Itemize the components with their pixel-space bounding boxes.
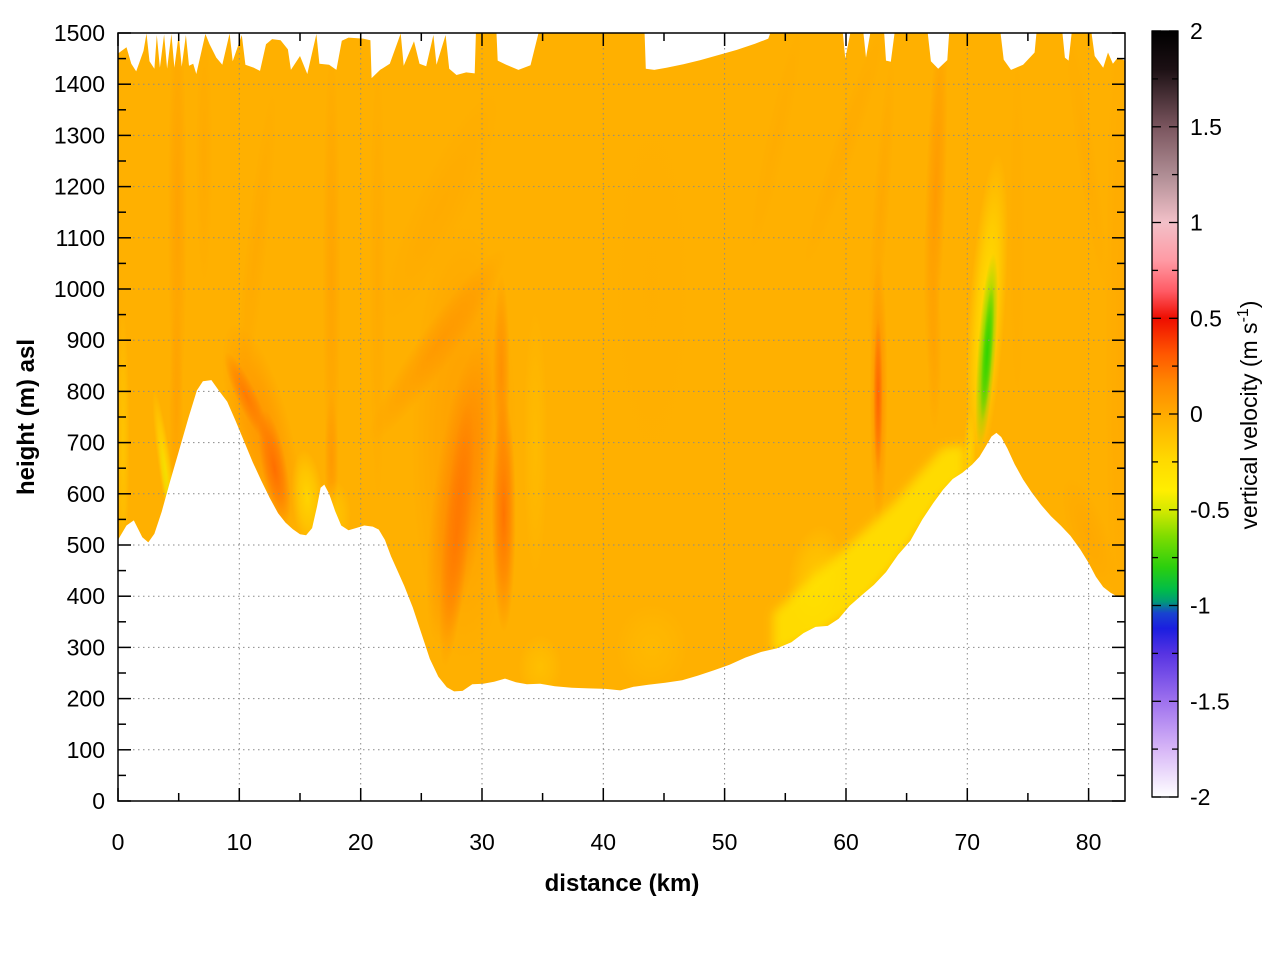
velocity-anomaly — [801, 33, 888, 273]
velocity-anomaly — [603, 74, 701, 504]
velocity-anomaly — [927, 268, 942, 433]
velocity-anomaly — [322, 38, 341, 520]
y-tick-label: 0 — [92, 788, 105, 814]
velocity-anomaly — [492, 273, 510, 469]
x-tick-label: 30 — [469, 829, 495, 855]
colorbar-tick-label: -1 — [1190, 593, 1210, 619]
colorbar-tick-label: -2 — [1190, 784, 1210, 810]
colorbar-tick-label: 0.5 — [1190, 305, 1222, 331]
y-tick-label: 1500 — [54, 20, 105, 46]
velocity-anomaly — [1060, 476, 1117, 593]
velocity-anomaly — [438, 402, 475, 668]
x-tick-label: 80 — [1076, 829, 1102, 855]
surface-yellow-band — [773, 445, 965, 655]
velocity-anomaly — [258, 410, 291, 527]
velocity-anomaly — [224, 352, 270, 441]
velocity-anomaly — [980, 284, 995, 422]
velocity-anomaly — [747, 33, 804, 261]
x-tick-label: 0 — [112, 829, 125, 855]
x-tick-label: 60 — [833, 829, 859, 855]
colorbar-tick-label: -1.5 — [1190, 688, 1230, 714]
y-tick-label: 1000 — [54, 276, 105, 302]
velocity-anomaly — [923, 33, 948, 371]
x-tick-label: 50 — [712, 829, 738, 855]
x-axis-tick-labels: 0 10 20 30 40 50 60 70 80 — [112, 829, 1102, 855]
y-tick-label: 800 — [67, 378, 105, 404]
colorbar-title-post: ) — [1235, 300, 1262, 309]
model-top-mask — [118, 33, 1125, 79]
colorbar-title-sup: -1 — [1235, 308, 1253, 323]
y-tick-label: 600 — [67, 481, 105, 507]
y-tick-label: 500 — [67, 532, 105, 558]
y-tick-label: 700 — [67, 430, 105, 456]
velocity-anomaly — [1008, 33, 1026, 423]
colorbar-title-pre: vertical velocity (m s — [1235, 322, 1262, 530]
velocity-anomaly — [518, 635, 562, 699]
velocity-anomaly — [369, 43, 387, 515]
colorbar-tick-label: -0.5 — [1190, 497, 1230, 523]
colorbar-tick-label: 2 — [1190, 18, 1203, 44]
y-axis-title: height (m) asl — [13, 338, 40, 496]
x-axis-title: distance (km) — [544, 870, 700, 897]
y-tick-label: 100 — [67, 737, 105, 763]
y-tick-label: 200 — [67, 686, 105, 712]
velocity-field — [118, 33, 1125, 801]
terrain-mask — [118, 380, 1125, 801]
velocity-anomaly — [195, 33, 213, 289]
y-axis-tick-labels: 0 100 200 300 400 500 600 700 800 900 1000 1100 1200… — [54, 20, 105, 814]
y-tick-label: 900 — [67, 327, 105, 353]
velocity-anomaly — [1104, 33, 1125, 709]
y-tick-label: 1300 — [54, 122, 105, 148]
velocity-anomaly — [873, 317, 883, 476]
x-tick-label: 10 — [227, 829, 253, 855]
velocity-anomaly — [1064, 33, 1109, 298]
plot-frame — [117, 32, 1126, 802]
y-tick-label: 1200 — [54, 174, 105, 200]
y-tick-label: 300 — [67, 634, 105, 660]
grid — [118, 33, 1125, 801]
x-tick-label: 40 — [591, 829, 617, 855]
velocity-anomaly — [379, 85, 502, 329]
x-tick-label: 70 — [955, 829, 981, 855]
y-tick-label: 1100 — [56, 225, 105, 251]
velocity-anomaly — [367, 248, 507, 443]
colorbar-tick-label: 0 — [1190, 401, 1203, 427]
x-tick-label: 20 — [348, 829, 374, 855]
y-tick-label: 400 — [67, 583, 105, 609]
colorbar-tick-label: 1 — [1190, 210, 1203, 236]
colorbar-title: vertical velocity (m s-1) — [1235, 301, 1263, 530]
velocity-anomaly — [615, 603, 689, 691]
colorbar-tick-label: 1.5 — [1190, 114, 1222, 140]
colorbar-tick-labels: 2 1.5 1 0.5 0 -0.5 -1 -1.5 -2 — [1190, 18, 1230, 810]
velocity-anomaly — [523, 309, 548, 576]
y-tick-label: 1400 — [54, 71, 105, 97]
colorbar: 2 1.5 1 0.5 0 -0.5 -1 -1.5 -2 — [1151, 18, 1230, 810]
